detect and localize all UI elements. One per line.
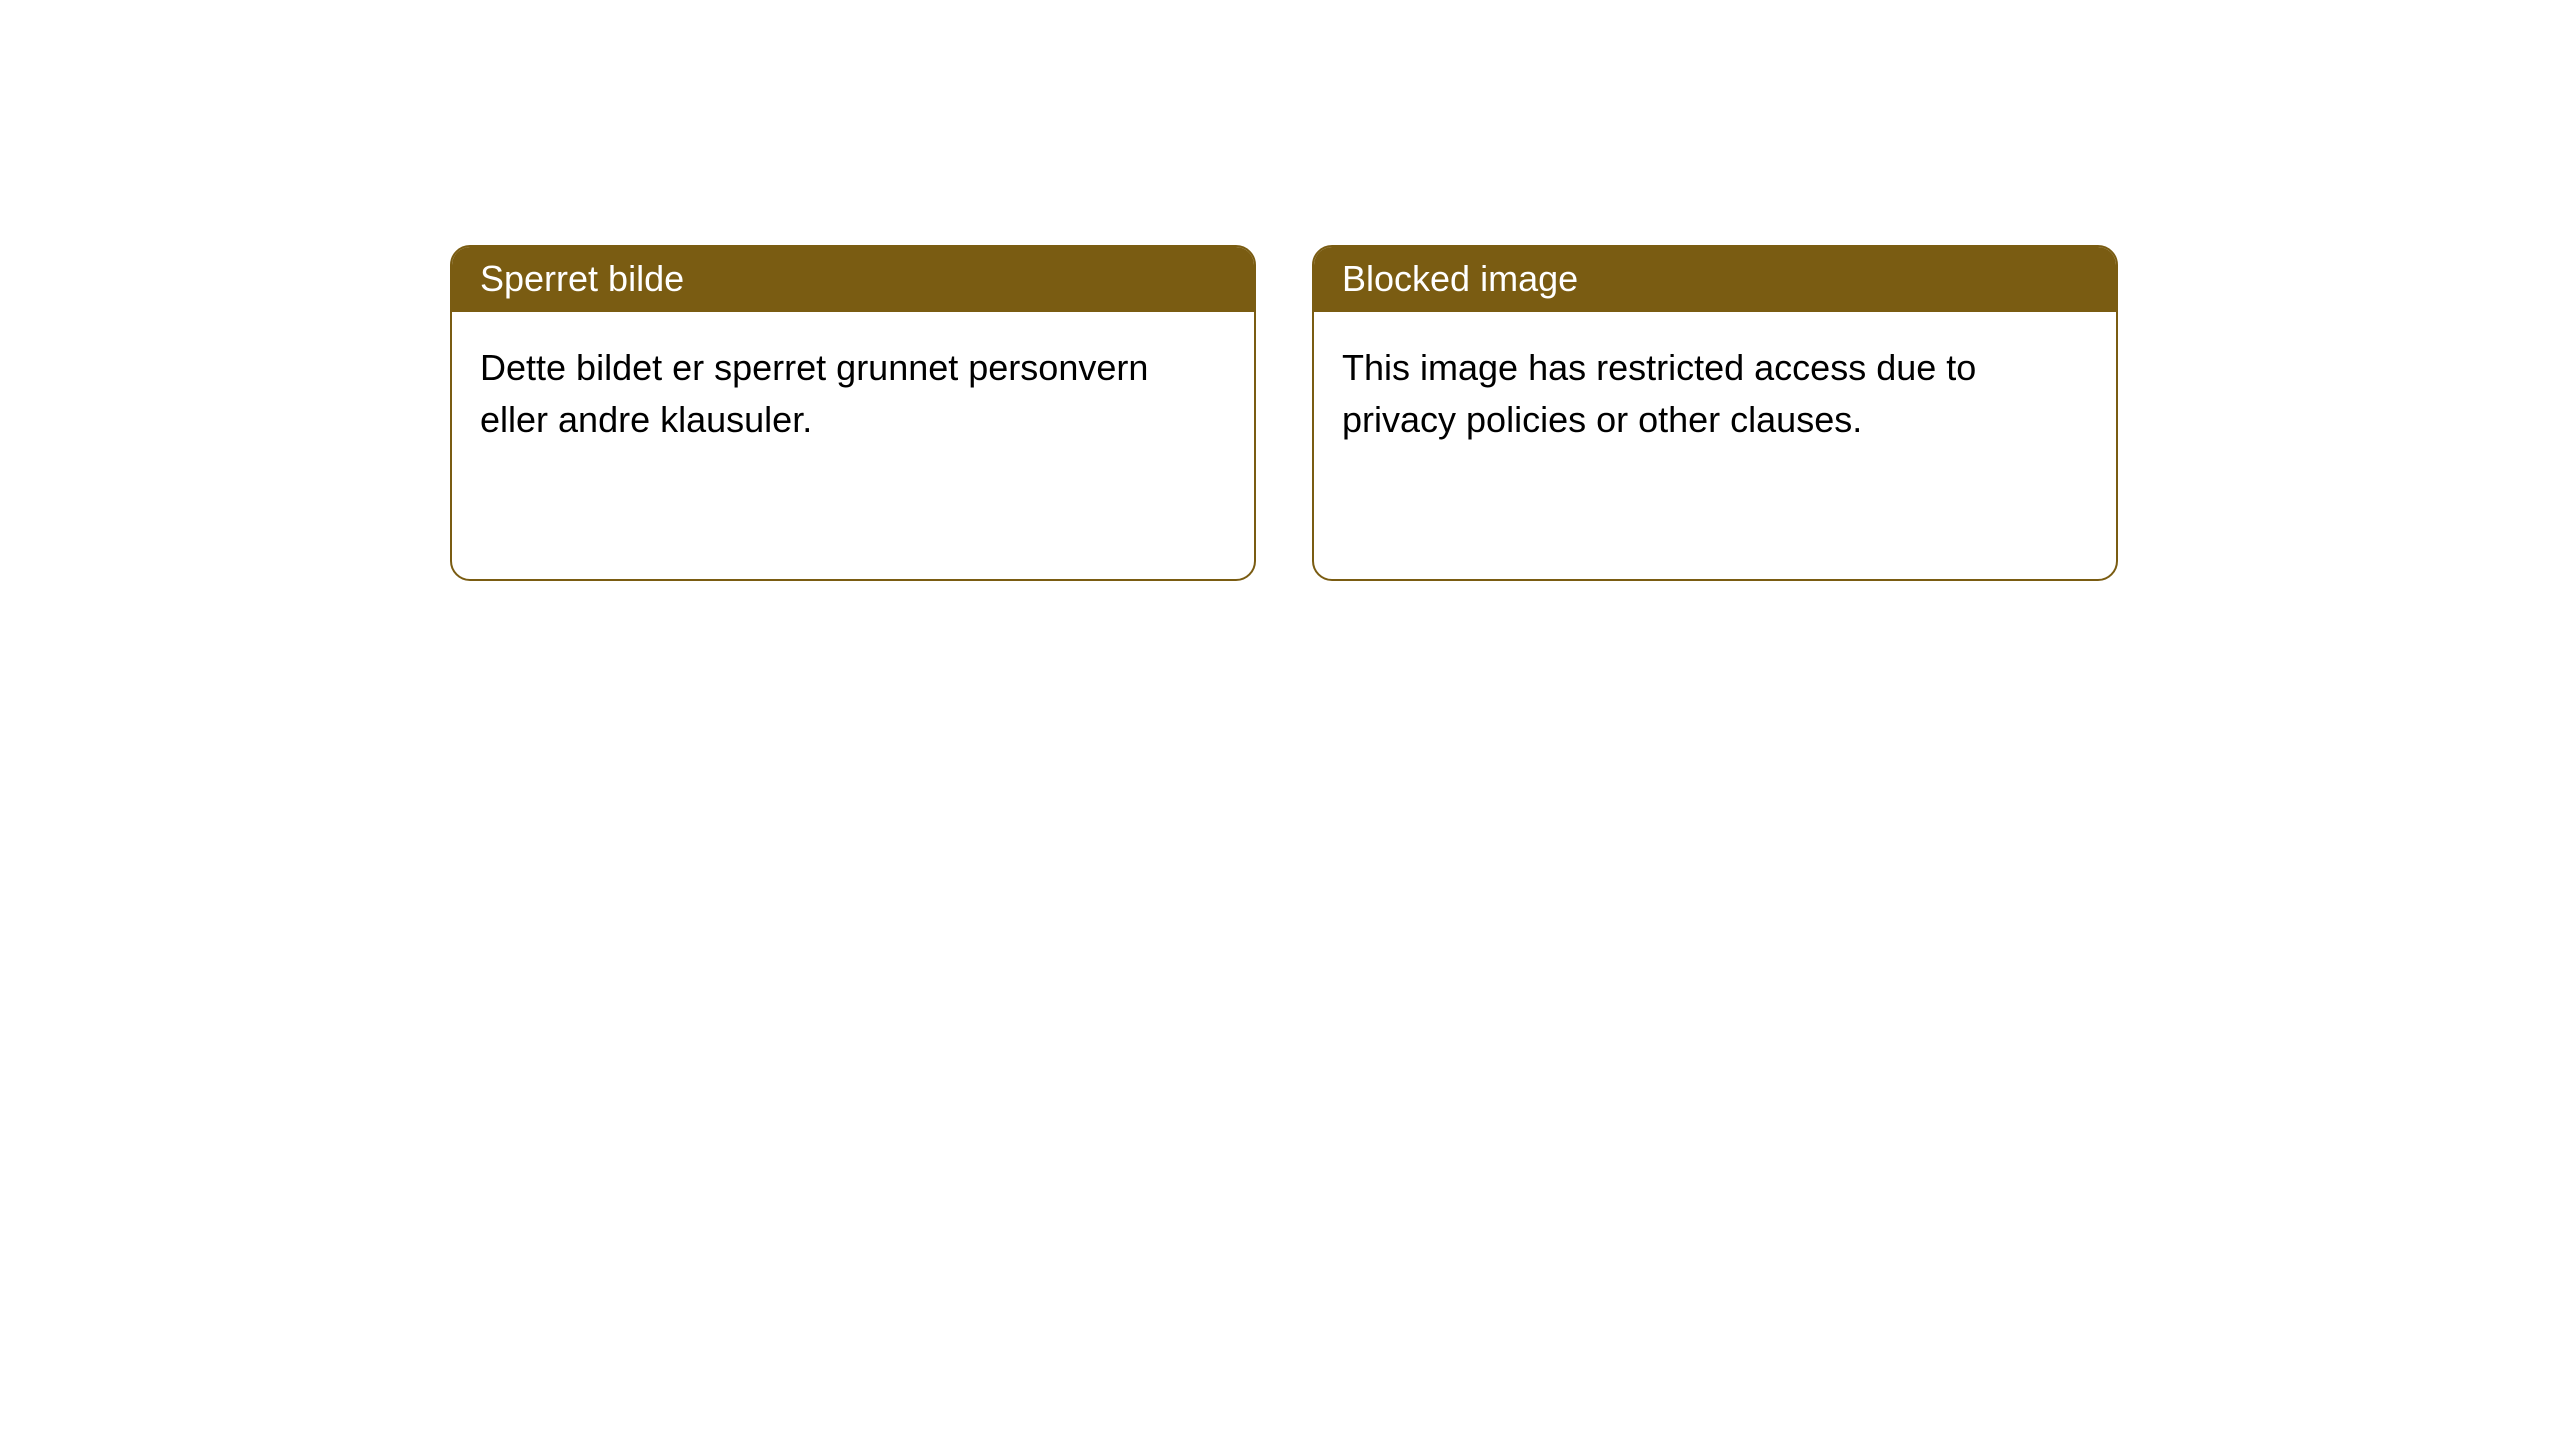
card-body-no: Dette bildet er sperret grunnet personve… xyxy=(452,312,1254,476)
card-header-no: Sperret bilde xyxy=(452,247,1254,312)
card-header-en: Blocked image xyxy=(1314,247,2116,312)
card-body-en: This image has restricted access due to … xyxy=(1314,312,2116,476)
cards-container: Sperret bilde Dette bildet er sperret gr… xyxy=(0,0,2560,581)
blocked-image-card-no: Sperret bilde Dette bildet er sperret gr… xyxy=(450,245,1256,581)
blocked-image-card-en: Blocked image This image has restricted … xyxy=(1312,245,2118,581)
